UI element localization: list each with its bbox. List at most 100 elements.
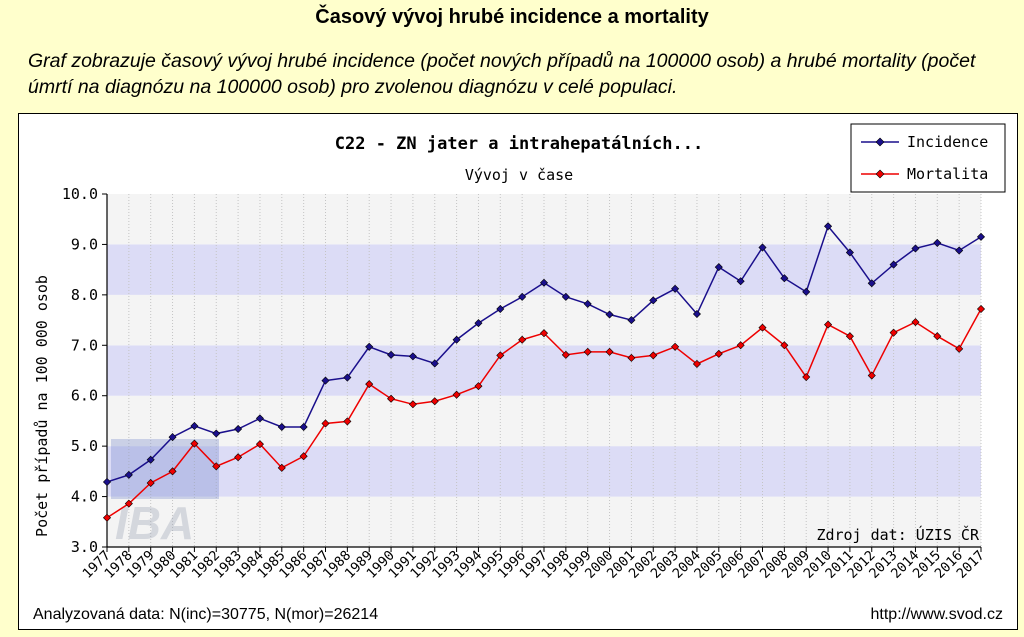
data-point [299, 452, 308, 461]
data-point [474, 382, 483, 391]
data-point [168, 467, 177, 476]
y-tick-label: 3.0 [71, 538, 98, 556]
data-point [496, 304, 505, 314]
data-point [889, 260, 898, 269]
analyzed-data-note: Analyzovaná data: N(inc)=30775, N(mor)=2… [33, 606, 379, 623]
data-point [561, 350, 570, 359]
watermark-block [111, 439, 219, 499]
data-point [583, 347, 592, 356]
data-point [277, 422, 286, 432]
data-point [802, 373, 811, 382]
data-point [867, 371, 876, 380]
data-point [976, 304, 986, 314]
legend: Incidence Mortalita [850, 123, 1006, 193]
data-point [365, 342, 374, 351]
chart-frame: IBA 3.0 4.0 5.0 6.0 7.0 8.0 9.0 10.0 1977 1978 19… [18, 113, 1018, 630]
data-point [168, 433, 177, 442]
data-point [146, 455, 155, 464]
data-point [802, 287, 811, 296]
data-point [671, 284, 680, 293]
data-point [299, 422, 308, 432]
legend-box [850, 123, 1006, 193]
data-point [845, 248, 854, 257]
page-description: Graf zobrazuje časový vývoj hrubé incide… [28, 50, 976, 98]
data-point [146, 478, 155, 487]
data-point [408, 400, 417, 409]
y-tick-label: 5.0 [71, 437, 98, 455]
data-point [518, 292, 527, 301]
data-point [387, 394, 396, 403]
data-point [714, 349, 723, 358]
y-tick-label: 8.0 [71, 286, 98, 304]
data-point [780, 274, 789, 283]
legend-marker [875, 169, 885, 179]
data-point [430, 397, 439, 406]
data-point [343, 373, 352, 382]
data-point [692, 359, 701, 368]
data-point [343, 417, 352, 426]
legend-label: Mortalita [907, 165, 988, 183]
data-point [605, 347, 614, 356]
data-point [758, 323, 767, 332]
data-point [780, 341, 789, 350]
data-point [234, 424, 243, 434]
data-point [474, 319, 483, 328]
data-point [212, 462, 221, 471]
legend-marker [875, 137, 885, 147]
x-tick-labels: 1977197819791980198119821983198419851986… [80, 548, 988, 582]
data-point [649, 351, 658, 360]
data-point [539, 329, 549, 338]
data-point [845, 332, 854, 341]
chart-title: C22 - ZN jater a intrahepatálních... [335, 134, 703, 154]
data-point [190, 421, 199, 430]
data-point [671, 342, 680, 351]
data-point [102, 513, 112, 522]
series-points [102, 222, 986, 522]
data-point [976, 232, 986, 241]
data-point [583, 299, 592, 308]
data-point [212, 429, 221, 438]
data-point [321, 376, 330, 385]
data-point [496, 351, 505, 360]
data-point [234, 453, 243, 462]
y-tick-label: 7.0 [71, 336, 98, 354]
data-point [605, 310, 614, 319]
page-title: Časový vývoj hrubé incidence a mortality [315, 6, 709, 28]
axes [102, 193, 982, 552]
data-point [430, 359, 439, 368]
data-point [561, 292, 570, 301]
data-point [824, 222, 833, 231]
data-point [649, 296, 658, 305]
y-tick-labels: 3.0 4.0 5.0 6.0 7.0 8.0 9.0 10.0 [62, 185, 98, 556]
data-point [387, 350, 396, 359]
data-point [452, 390, 461, 399]
y-axis-label: Počet případů na 100 000 osob [33, 275, 51, 537]
y-tick-label: 9.0 [71, 235, 98, 253]
data-point [911, 318, 920, 327]
data-point [124, 470, 133, 479]
data-point [933, 332, 942, 341]
data-point [714, 263, 723, 272]
data-point [452, 335, 461, 344]
data-point [736, 277, 745, 286]
source-note: Zdroj dat: ÚZIS ČR [816, 525, 980, 544]
data-point [190, 439, 199, 448]
data-point [955, 246, 964, 255]
vertical-gridlines [106, 194, 982, 547]
data-point [321, 419, 330, 428]
data-point [824, 320, 833, 329]
y-tick-label: 6.0 [71, 387, 98, 405]
plot-band [107, 395, 981, 447]
plot-band [107, 345, 981, 396]
data-point [758, 243, 767, 252]
line-chart: IBA 3.04.05.06.07.08.09.010.0 1977197819… [33, 123, 1006, 582]
data-point [124, 499, 133, 508]
chart-subtitle: Vývoj v čase [465, 166, 573, 184]
data-point [692, 309, 701, 319]
data-point [365, 380, 374, 389]
data-point [889, 328, 898, 337]
data-point [102, 477, 112, 486]
data-point [277, 463, 286, 472]
data-point [518, 335, 527, 344]
y-tick-label: 4.0 [71, 488, 98, 506]
